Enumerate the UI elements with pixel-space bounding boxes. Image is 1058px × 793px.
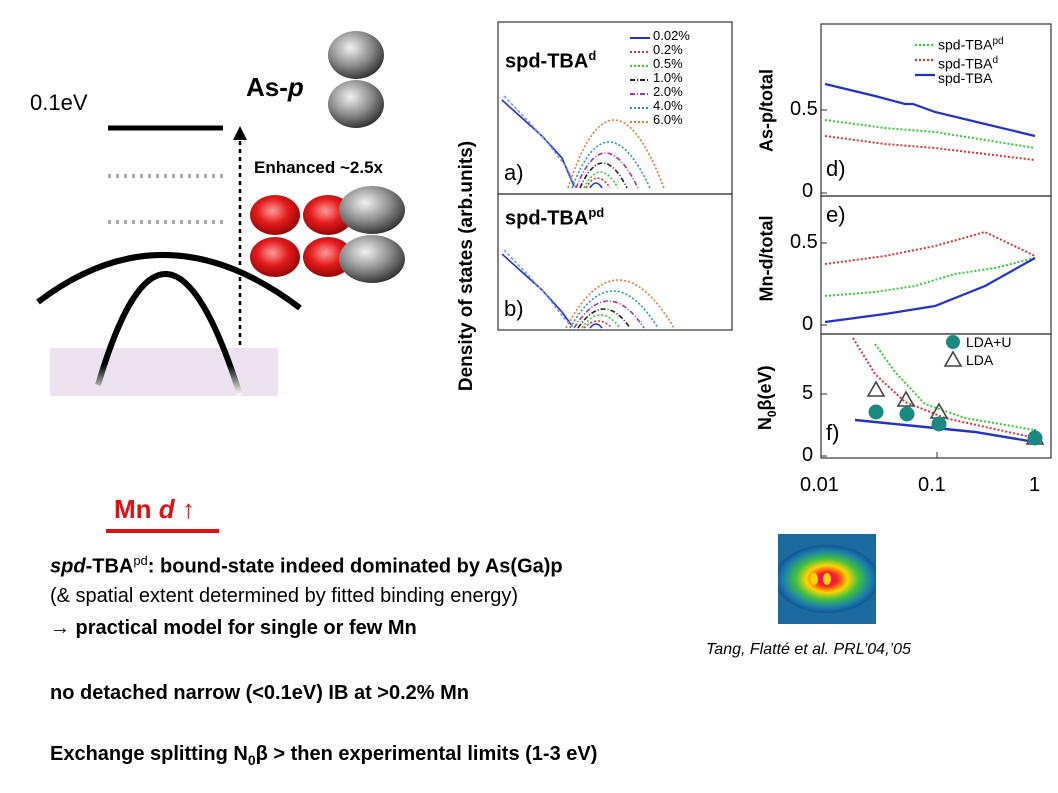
text-line-1-spd: spd — [50, 555, 86, 578]
panel-b-title-text: spd-TBA — [505, 207, 589, 230]
citation: Tang, Flatté et al. PRL’04,’05 — [706, 641, 911, 658]
panel-a-title: spd-TBAd — [505, 48, 596, 74]
text-line-3: → practical model for single or few Mn — [50, 617, 417, 639]
dos-legend-item: 2.0% — [653, 84, 683, 99]
text-line-1: spd-TBApd: bound-state indeed dominated … — [50, 553, 563, 578]
tick-x-001: 0.01 — [800, 474, 839, 496]
as-p-label-main: As- — [246, 72, 288, 102]
panel-a-title-text: spd-TBA — [505, 50, 589, 73]
panel-b-frame — [497, 193, 733, 331]
enhanced-label: Enhanced ~2.5x — [254, 158, 383, 177]
text-line-2: (& spatial extent determined by fitted b… — [50, 585, 519, 607]
dos-legend-item: 1.0% — [653, 70, 683, 85]
dos-legend-item: 6.0% — [653, 112, 683, 127]
f-legend-markers — [943, 335, 963, 367]
as-p-label-ital: p — [287, 72, 304, 102]
tick-d-0: 0 — [802, 180, 814, 202]
f-legend: LDA+U LDA — [966, 333, 1012, 369]
panel-f-curve-tba — [854, 418, 1036, 444]
panel-f-curve-pd — [874, 343, 1036, 431]
wide-band-curve — [36, 252, 302, 311]
text-line-4: no detached narrow (<0.1eV) IB at >0.2% … — [50, 682, 470, 704]
f-legend-item: LDA — [966, 352, 994, 368]
dos-legend-item: 0.02% — [653, 28, 690, 43]
panel-f-frame — [820, 333, 1052, 459]
panel-f-curve-d — [852, 337, 1036, 439]
dos-legend-lines — [630, 37, 650, 123]
dos-ylabel: Density of states (arb.units) — [456, 140, 477, 392]
mn-d-arrow: ↑ — [181, 494, 195, 524]
tick-d-05: 0.5 — [790, 98, 818, 120]
energy-label: 0.1eV — [30, 90, 88, 115]
mn-d-orbital-icon — [250, 186, 405, 283]
ratio-panels — [735, 18, 1057, 504]
valence-band-shading — [50, 348, 278, 396]
panel-d-tag: d) — [826, 156, 846, 181]
mn-d-label: Mn d ↑ — [114, 494, 195, 525]
panel-d-curve-pd — [824, 119, 1036, 149]
panel-b-curves — [501, 249, 675, 329]
panel-e-curve-tba — [824, 257, 1036, 324]
lda-u-markers — [868, 404, 1043, 446]
panel-a-curves — [501, 95, 665, 189]
enhance-arrow-head — [233, 126, 247, 140]
ratio-legend-item: spd-TBApd — [938, 36, 1004, 53]
dos-legend-item: 4.0% — [653, 98, 683, 113]
panel-d-ylabel: As-p/total — [756, 69, 777, 152]
ratio-legend-item: spd-TBA — [938, 70, 993, 87]
panel-d-curve-d — [824, 135, 1036, 161]
as-p-label: As-p — [246, 72, 304, 103]
panel-f-ylabel: N0β(eV) — [755, 338, 779, 458]
panel-b-title-sup: pd — [588, 205, 605, 220]
panel-e-ylabel: Mn-d/total — [756, 215, 777, 302]
ratio-legend-lines — [915, 43, 935, 77]
tick-f-0: 0 — [802, 444, 814, 466]
f-legend-item: LDA+U — [966, 334, 1012, 350]
text-line-3-arrow: → — [50, 617, 70, 639]
tick-f-5: 5 — [802, 382, 814, 404]
dos-panels — [452, 18, 734, 504]
panel-a-title-sup: d — [588, 48, 597, 63]
ratio-legend-item: spd-TBAd — [938, 54, 999, 72]
tick-e-05: 0.5 — [790, 231, 818, 253]
text-line-5: Exchange splitting N0β > then experiment… — [50, 743, 598, 768]
dos-legend-item: 0.5% — [653, 56, 683, 71]
panel-f-tag: f) — [826, 420, 840, 445]
panel-a-tag: a) — [504, 160, 524, 185]
panel-e-tag: e) — [826, 202, 846, 227]
panel-e-curve-d — [824, 230, 1036, 265]
tick-x-1: 1 — [1029, 474, 1041, 496]
panel-f-ylabel-b: β(eV) — [755, 365, 776, 411]
tick-e-0: 0 — [802, 313, 814, 335]
narrow-band-curve — [95, 271, 243, 396]
panel-b-title: spd-TBApd — [505, 205, 604, 231]
mn-d-label-ital: d — [158, 494, 175, 524]
panel-e-curve-pd — [824, 257, 1036, 297]
wavefunction-thumbnail — [778, 534, 876, 624]
tick-x-01: 0.1 — [918, 474, 946, 496]
ratio-legend: spd-TBApd spd-TBAd spd-TBA — [938, 34, 1004, 86]
dos-legend: 0.02% 0.2% 0.5% 1.0% 2.0% 4.0% 6.0% — [653, 29, 690, 127]
band-schematic — [36, 31, 405, 533]
as-p-orbital-icon — [328, 31, 384, 128]
panel-f-ylabel-a: N — [755, 417, 776, 431]
mn-d-label-main: Mn — [114, 494, 159, 524]
dos-legend-item: 0.2% — [653, 42, 683, 57]
panel-f-ylabel-sub: 0 — [764, 410, 779, 418]
panel-b-tag: b) — [504, 296, 524, 321]
panel-d-curve-tba — [824, 82, 1036, 138]
